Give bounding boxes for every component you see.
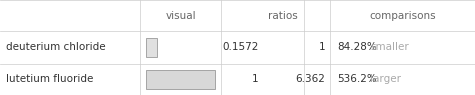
Text: 1: 1 xyxy=(252,74,259,84)
Text: smaller: smaller xyxy=(370,42,409,53)
Text: 84.28%: 84.28% xyxy=(337,42,377,53)
Text: ratios: ratios xyxy=(268,11,297,21)
Text: 0.1572: 0.1572 xyxy=(222,42,259,53)
Text: 536.2%: 536.2% xyxy=(337,74,377,84)
Text: deuterium chloride: deuterium chloride xyxy=(6,42,105,53)
Bar xyxy=(146,38,157,57)
Text: comparisons: comparisons xyxy=(370,11,436,21)
Bar xyxy=(146,70,215,89)
Text: larger: larger xyxy=(370,74,401,84)
Text: lutetium fluoride: lutetium fluoride xyxy=(6,74,93,84)
Text: 6.362: 6.362 xyxy=(295,74,325,84)
Text: visual: visual xyxy=(165,11,196,21)
Text: 1: 1 xyxy=(319,42,325,53)
